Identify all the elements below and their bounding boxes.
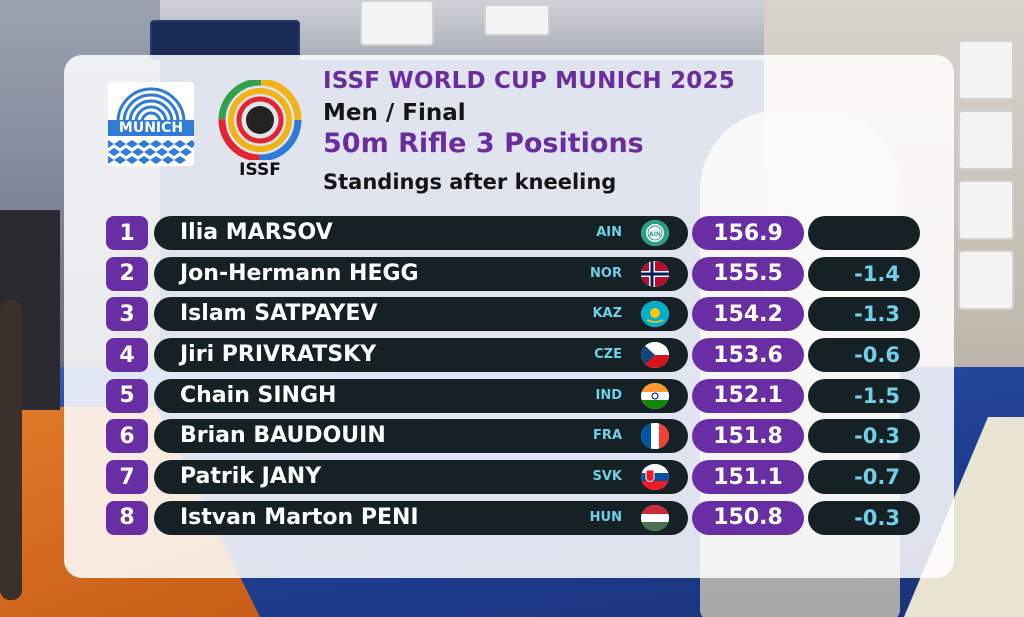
event-discipline: 50m Rifle 3 Positions bbox=[323, 128, 644, 159]
standings-row: 8 Istvan Marton PENI HUN 150.8 -0.3 bbox=[106, 500, 920, 535]
score-difference: -0.3 bbox=[808, 419, 920, 454]
score-difference: -1.4 bbox=[808, 256, 920, 291]
score-difference bbox=[808, 216, 920, 250]
munich-logo: MUNICH bbox=[108, 82, 194, 166]
sponsor-board-walther bbox=[150, 20, 300, 60]
athlete-name: Jiri PRIVRATSKY bbox=[180, 342, 377, 368]
event-title: ISSF WORLD CUP MUNICH 2025 bbox=[323, 68, 735, 94]
rank-badge: 2 bbox=[106, 256, 148, 291]
score-difference: -0.7 bbox=[808, 460, 920, 495]
score: 155.5 bbox=[692, 256, 804, 291]
standings-row: 4 Jiri PRIVRATSKY CZE 153.6 -0.6 bbox=[106, 338, 920, 373]
standings-row: 3 Islam SATPAYEV KAZ 154.2 -1.3 bbox=[106, 297, 920, 332]
sponsor-board-promatic bbox=[484, 4, 550, 36]
athlete-name: Brian BAUDOUIN bbox=[180, 423, 386, 449]
athlete-name: Patrik JANY bbox=[180, 464, 322, 490]
noc-code: NOR bbox=[590, 265, 622, 281]
standings-row: 7 Patrik JANY SVK 151.1 -0.7 bbox=[106, 460, 920, 495]
athlete-name: Islam SATPAYEV bbox=[180, 301, 378, 327]
ain-flag-icon: AIN bbox=[641, 220, 669, 246]
sponsor-board-beretta-1 bbox=[958, 110, 1014, 170]
standings-stage: Standings after kneeling bbox=[323, 170, 617, 194]
score: 154.2 bbox=[692, 297, 804, 332]
shooter-silhouette bbox=[0, 300, 22, 600]
slovakia-flag-icon bbox=[641, 464, 669, 491]
noc-code: SVK bbox=[592, 469, 623, 485]
rank-badge: 1 bbox=[106, 216, 148, 250]
standings-row: 1 Ilia MARSOV AIN AIN 156.9 bbox=[106, 216, 920, 250]
india-flag-icon bbox=[641, 382, 669, 409]
score: 150.8 bbox=[692, 500, 804, 535]
sponsor-board-sius bbox=[360, 0, 434, 46]
event-category: Men / Final bbox=[323, 100, 466, 126]
noc-code: FRA bbox=[593, 428, 622, 444]
hungary-flag-icon bbox=[641, 504, 669, 531]
munich-logo-text: MUNICH bbox=[118, 120, 184, 136]
standings-row: 5 Chain SINGH IND 152.1 -1.5 bbox=[106, 378, 920, 413]
score: 151.8 bbox=[692, 419, 804, 454]
rank-badge: 5 bbox=[106, 378, 148, 413]
score-difference: -0.6 bbox=[808, 338, 920, 373]
standings-table: 1 Ilia MARSOV AIN AIN 156.9 2 Jon-Herman… bbox=[106, 216, 920, 542]
noc-code: AIN bbox=[596, 225, 622, 240]
athlete-bar: Istvan Marton PENI HUN bbox=[154, 500, 688, 535]
athlete-bar: Chain SINGH IND bbox=[154, 378, 688, 413]
athlete-bar: Brian BAUDOUIN FRA bbox=[154, 419, 688, 454]
noc-code: HUN bbox=[589, 509, 622, 525]
issf-logo-text: ISSF bbox=[239, 160, 281, 180]
athlete-bar: Jiri PRIVRATSKY CZE bbox=[154, 338, 688, 373]
rank-badge: 3 bbox=[106, 297, 148, 332]
athlete-name: Istvan Marton PENI bbox=[180, 504, 419, 530]
issf-logo: ISSF bbox=[218, 78, 302, 180]
score-difference: -1.5 bbox=[808, 378, 920, 413]
athlete-name: Ilia MARSOV bbox=[180, 220, 333, 245]
athlete-bar: Jon-Hermann HEGG NOR bbox=[154, 256, 688, 291]
athlete-bar: Patrik JANY SVK bbox=[154, 460, 688, 495]
score: 153.6 bbox=[692, 338, 804, 373]
norway-flag-icon bbox=[641, 260, 669, 287]
score: 151.1 bbox=[692, 460, 804, 495]
score: 152.1 bbox=[692, 378, 804, 413]
rank-badge: 4 bbox=[106, 338, 148, 373]
sponsor-board-rws-1 bbox=[958, 40, 1014, 100]
athlete-name: Jon-Hermann HEGG bbox=[180, 260, 419, 286]
standings-row: 6 Brian BAUDOUIN FRA 151.8 -0.3 bbox=[106, 419, 920, 454]
czechia-flag-icon bbox=[641, 342, 669, 369]
score-difference: -1.3 bbox=[808, 297, 920, 332]
rank-badge: 8 bbox=[106, 500, 148, 535]
athlete-bar: Islam SATPAYEV KAZ bbox=[154, 297, 688, 332]
noc-code: CZE bbox=[594, 347, 622, 363]
score-difference: -0.3 bbox=[808, 500, 920, 535]
svg-text:AIN: AIN bbox=[649, 231, 661, 238]
athlete-name: Chain SINGH bbox=[180, 382, 337, 408]
rank-badge: 7 bbox=[106, 460, 148, 495]
athlete-bar: Ilia MARSOV AIN AIN bbox=[154, 216, 688, 250]
france-flag-icon bbox=[641, 423, 669, 450]
standings-row: 2 Jon-Hermann HEGG NOR 155.5 -1.4 bbox=[106, 256, 920, 291]
sponsor-board-rws-2 bbox=[958, 180, 1014, 240]
rank-badge: 6 bbox=[106, 419, 148, 454]
sponsor-board-beretta-2 bbox=[958, 250, 1014, 310]
kazakhstan-flag-icon bbox=[641, 301, 669, 328]
score: 156.9 bbox=[692, 216, 804, 250]
noc-code: IND bbox=[595, 387, 622, 403]
noc-code: KAZ bbox=[592, 306, 622, 322]
